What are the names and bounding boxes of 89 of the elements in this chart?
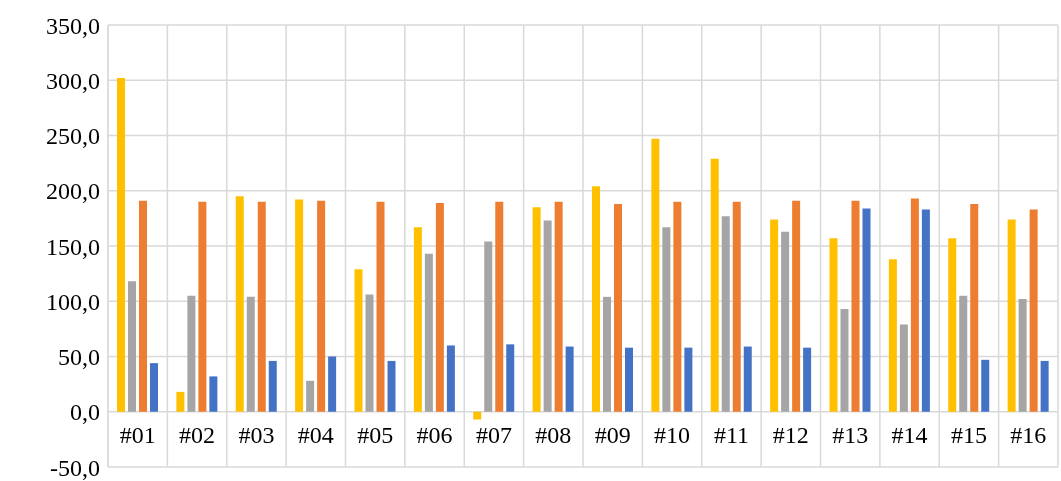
x-tick-label: #07 [475,421,512,448]
bar [495,201,504,412]
bar [970,204,979,412]
bar [435,202,444,412]
x-tick-label: #08 [535,421,572,448]
bar [921,209,930,412]
bar [910,198,919,412]
x-tick-label: #12 [772,421,809,448]
bar [473,411,482,420]
y-tick-label: 150,0 [46,233,100,260]
x-tick-label: #03 [238,421,275,448]
bar [354,269,363,412]
x-tick-label: #14 [891,421,928,448]
x-tick-label: #02 [179,421,216,448]
bar [710,158,719,412]
bar [803,347,812,412]
bar [981,359,990,412]
y-tick-label: 300,0 [46,67,100,94]
bar [1029,209,1038,412]
bar [625,347,633,412]
bar [862,208,871,412]
bar [198,201,207,412]
bar [235,196,244,412]
bar [150,363,158,412]
bar [317,200,326,412]
bar [1018,299,1027,412]
x-tick-label: #11 [713,421,749,448]
bar [295,199,304,412]
bar [187,295,196,412]
bar [781,231,790,412]
y-tick-label: 350,0 [46,12,100,39]
bar [851,200,860,412]
x-tick-label: #06 [416,421,453,448]
bar [732,201,741,412]
y-tick-label: 200,0 [46,178,100,205]
bar [506,344,515,412]
bar [603,296,611,412]
bar [899,324,908,412]
bar [306,380,315,412]
bar [176,391,185,412]
bar [743,346,752,412]
x-tick-label: #01 [119,421,156,448]
bar [721,216,730,412]
bar [128,281,136,412]
bar [424,253,433,412]
bar [592,186,600,412]
bar [209,376,218,412]
bar [770,219,779,412]
x-tick-label: #05 [357,421,394,448]
bar [959,295,968,412]
bar [1007,219,1016,412]
bar [662,227,671,412]
bar [614,204,622,412]
bar [532,207,541,412]
bar [543,220,552,412]
bar [948,238,957,412]
y-tick-label: 250,0 [46,123,100,150]
bar [246,296,255,412]
bar [651,138,660,412]
x-tick-label: #16 [1010,421,1047,448]
bar [1040,360,1049,412]
bar [792,200,801,412]
bar [565,346,574,412]
y-tick-label: 50,0 [58,344,100,371]
x-tick-label: #04 [297,421,334,448]
bar [257,201,266,412]
bar [684,347,693,412]
bar [268,360,277,412]
bar [829,238,838,412]
bar [365,294,374,412]
bar [484,241,493,412]
bar [117,78,125,412]
bar [446,345,455,412]
bar [328,356,337,412]
bar [413,227,422,412]
bar [387,360,396,412]
bar [888,259,897,412]
bar [376,201,385,412]
x-tick-label: #10 [654,421,691,448]
bar [673,201,682,412]
bar [840,308,849,412]
x-tick-label: #13 [832,421,869,448]
y-tick-label: 0,0 [70,399,100,426]
x-tick-label: #15 [950,421,987,448]
bar [139,200,147,412]
x-tick-label: #09 [594,421,631,448]
bar [554,201,563,412]
y-tick-label: -50,0 [50,454,100,481]
y-tick-label: 100,0 [46,288,100,315]
